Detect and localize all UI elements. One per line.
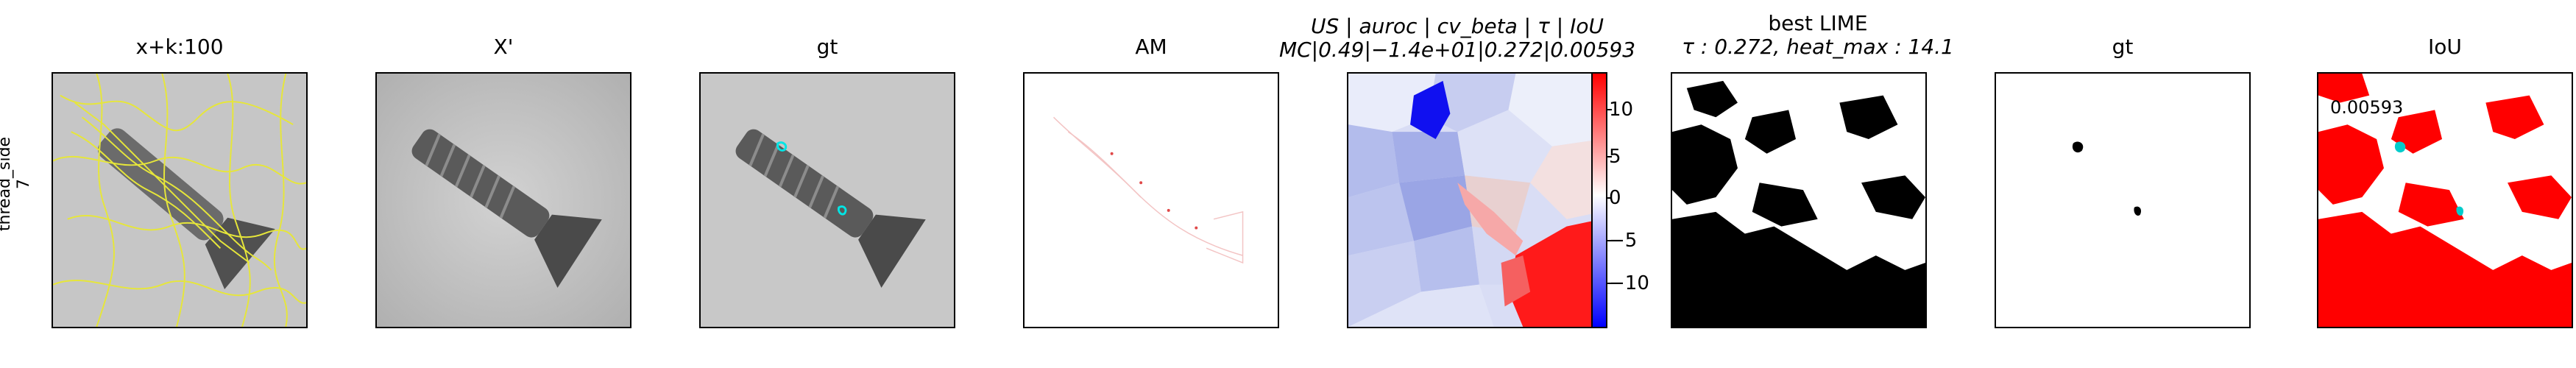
colorbar-tick: 0	[1606, 187, 1621, 209]
panel-title-reconstruction: X'	[493, 35, 514, 59]
panel-title-iou: IoU	[2428, 35, 2462, 59]
colorbar	[1591, 72, 1607, 328]
image-panel-best-lime	[1671, 72, 1927, 328]
panel-title-anomaly-map: AM	[1135, 35, 1167, 59]
anomaly-map-image	[1025, 74, 1278, 327]
panel-title-input-segments: x+k:100	[135, 35, 224, 59]
screw-gt-overlay-image	[701, 74, 954, 327]
image-panel-input-segments	[52, 72, 308, 328]
screw-reconstruction-image	[377, 74, 630, 327]
image-panel-reconstruction	[375, 72, 631, 328]
panel-title-best-lime: best LIME τ : 0.272, heat_max : 14.1	[1656, 12, 1980, 59]
image-panel-heatmap	[1347, 72, 1603, 328]
image-panel-gt-mask	[1995, 72, 2251, 328]
colorbar-tick: −5	[1605, 230, 1638, 252]
colorbar-tick: −10	[1606, 272, 1649, 294]
metrics-values: MC|0.49|−1.4e+01|0.272|0.00593	[1278, 38, 1636, 62]
iou-annotation: 0.00593	[2330, 97, 2404, 118]
image-panel-gt-overlay	[699, 72, 955, 328]
image-panel-anomaly-map	[1023, 72, 1279, 328]
screw-segments-image	[53, 74, 306, 327]
colorbar-tick: 10	[1605, 99, 1634, 121]
panel-title-metrics: US | auroc | cv_beta | τ | IoU MC|0.49|−…	[1236, 15, 1678, 62]
best-lime-label: best LIME	[1768, 11, 1868, 35]
best-lime-mask-image	[1672, 74, 1925, 327]
row-label-index: 7	[15, 179, 33, 189]
iou-overlay-image	[2318, 74, 2572, 327]
panel-title-gt-overlay: gt	[816, 35, 838, 59]
row-label: thread_side 7	[0, 0, 33, 368]
gt-mask-image	[1996, 74, 2249, 327]
image-panel-iou	[2317, 72, 2573, 328]
lime-heatmap-image	[1348, 74, 1602, 327]
best-lime-params: τ : 0.272, heat_max : 14.1	[1682, 35, 1954, 59]
row-label-class: thread_side	[0, 136, 14, 232]
metrics-header: US | auroc | cv_beta | τ | IoU	[1311, 14, 1604, 38]
panel-title-gt-mask: gt	[2112, 35, 2134, 59]
colorbar-tick: 5	[1606, 146, 1621, 168]
